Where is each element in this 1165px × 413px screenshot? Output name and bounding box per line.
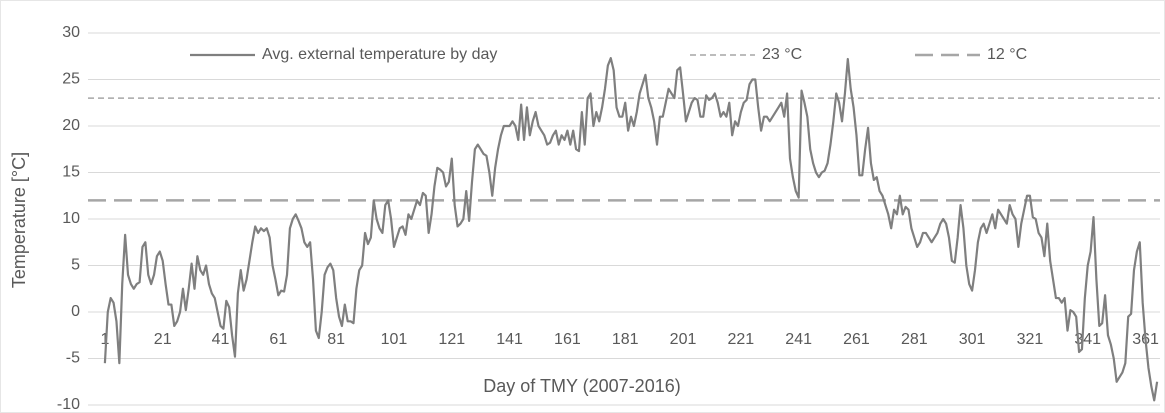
legend-background [985,45,1030,65]
y-tick-label: -10 [57,396,80,413]
legend-background [260,45,500,65]
x-tick-label: 241 [785,331,812,348]
x-tick-label: 321 [1017,331,1044,348]
x-tick-label: 341 [1074,331,1101,348]
y-tick-label: 0 [71,303,80,320]
x-tick-label: 1 [100,331,109,348]
y-tick-label: 15 [62,164,80,181]
x-tick-label: 141 [496,331,523,348]
x-tick-label: 101 [381,331,408,348]
y-tick-label: -5 [66,350,80,367]
x-tick-label: 181 [612,331,639,348]
x-tick-label: 161 [554,331,581,348]
legend-background [760,45,805,65]
legend-label: 23 °C [762,46,802,63]
x-tick-label: 21 [154,331,172,348]
x-tick-label: 221 [727,331,754,348]
x-tick-label: 261 [843,331,870,348]
legend-label: 12 °C [987,46,1027,63]
x-tick-label: 61 [269,331,287,348]
x-tick-label: 281 [901,331,928,348]
y-axis-label: Temperature [°C] [9,152,29,288]
temperature-line [103,57,1159,402]
y-tick-label: 25 [62,71,80,88]
x-tick-label: 81 [327,331,345,348]
y-tick-label: 20 [62,117,80,134]
y-tick-label: 30 [62,24,80,41]
x-tick-label: 201 [670,331,697,348]
x-tick-label: 121 [438,331,465,348]
legend-label: Avg. external temperature by day [262,46,497,63]
y-tick-label: 10 [62,210,80,227]
x-axis-label: Day of TMY (2007-2016) [483,376,680,396]
x-tick-label: 301 [959,331,986,348]
y-tick-label: 5 [71,257,80,274]
x-tick-label: 41 [212,331,230,348]
